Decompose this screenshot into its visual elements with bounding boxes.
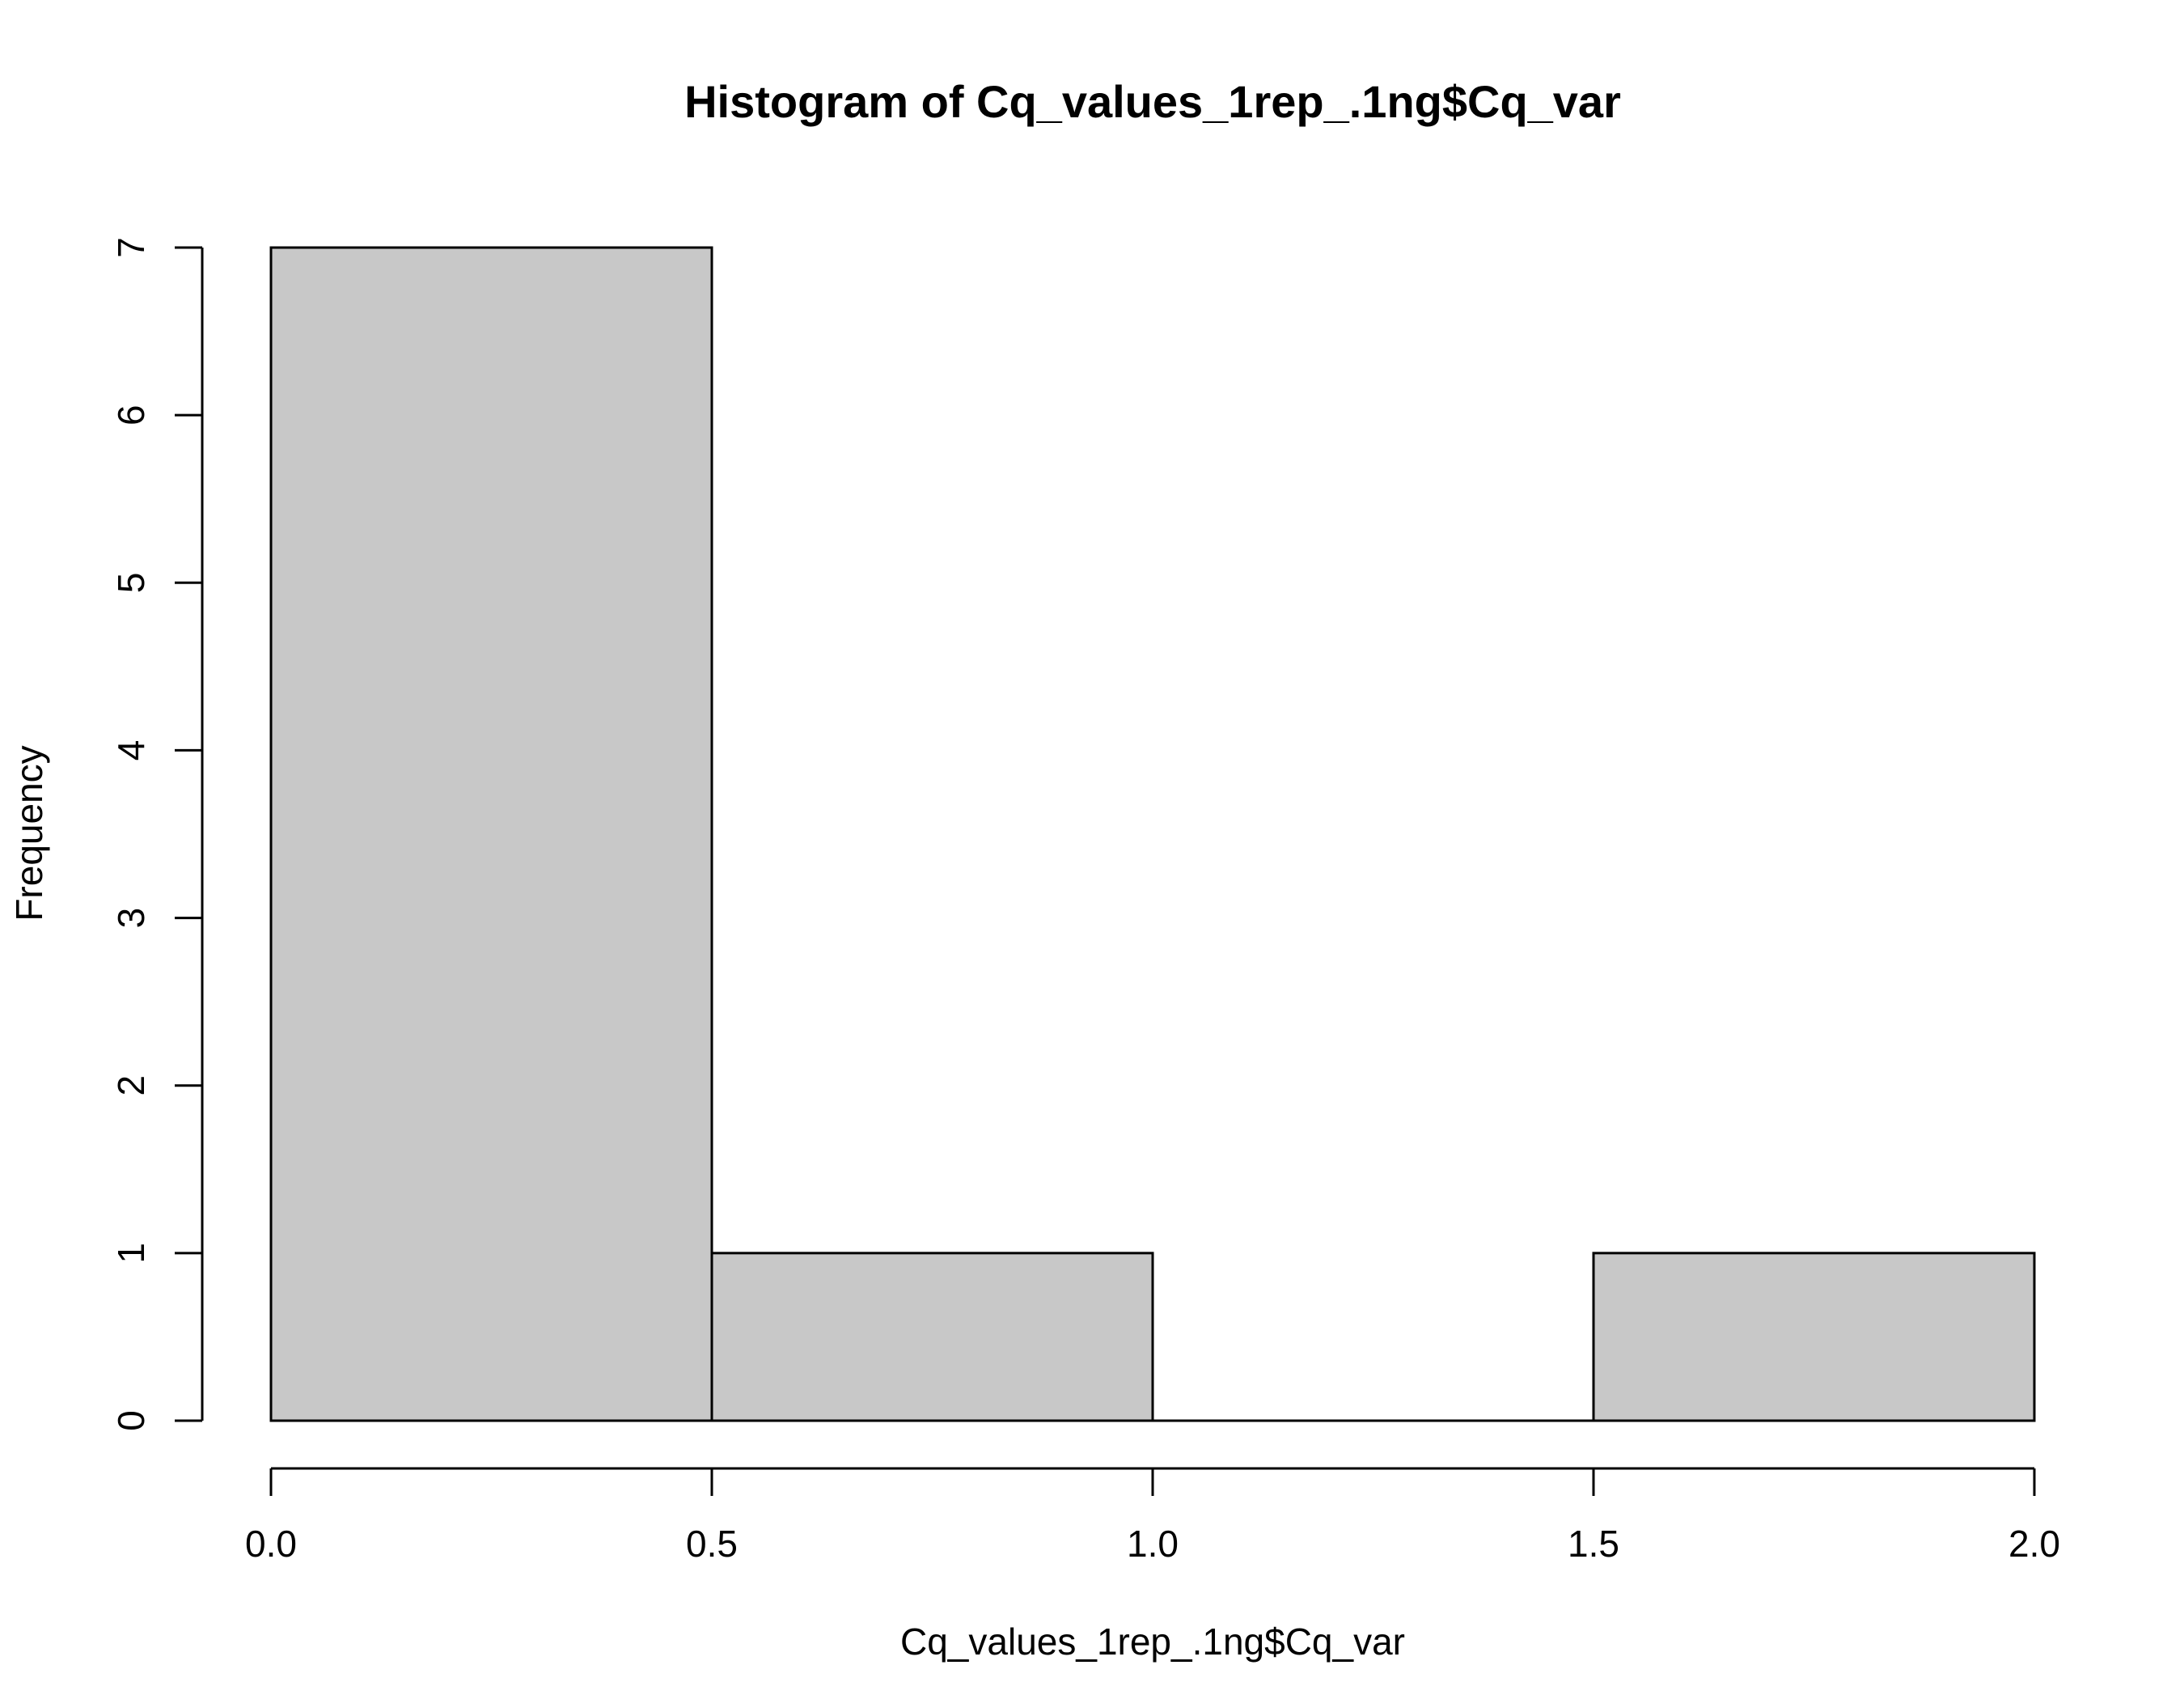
x-axis-label: Cq_values_1rep_.1ng$Cq_var — [900, 1621, 1405, 1663]
y-axis-label: Frequency — [8, 745, 50, 921]
y-tick-label-0: 0 — [110, 1410, 152, 1431]
x-tick-label-1: 0.5 — [686, 1523, 738, 1565]
x-tick-label-0: 0.0 — [245, 1523, 297, 1565]
histogram-bar-1 — [710, 1252, 1154, 1422]
y-tick-label-6: 6 — [110, 405, 152, 426]
chart-title: Histogram of Cq_values_1rep_.1ng$Cq_var — [684, 76, 1621, 127]
y-tick-label-1: 1 — [110, 1243, 152, 1264]
y-tick-label-7: 7 — [110, 237, 152, 258]
histogram-bar-0 — [269, 246, 713, 1422]
y-tick-label-5: 5 — [110, 572, 152, 593]
y-tick-label-4: 4 — [110, 740, 152, 761]
x-tick-label-4: 2.0 — [2008, 1523, 2060, 1565]
x-tick-label-2: 1.0 — [1127, 1523, 1179, 1565]
x-tick-label-3: 1.5 — [1568, 1523, 1619, 1565]
bars-group — [269, 246, 2036, 1422]
histogram-bar-3 — [1592, 1252, 2036, 1422]
y-axis: 0 1 2 3 4 5 6 7 — [110, 237, 204, 1431]
y-tick-label-2: 2 — [110, 1075, 152, 1096]
y-tick-label-3: 3 — [110, 908, 152, 929]
x-axis: 0.0 0.5 1.0 1.5 2.0 — [245, 1467, 2060, 1565]
